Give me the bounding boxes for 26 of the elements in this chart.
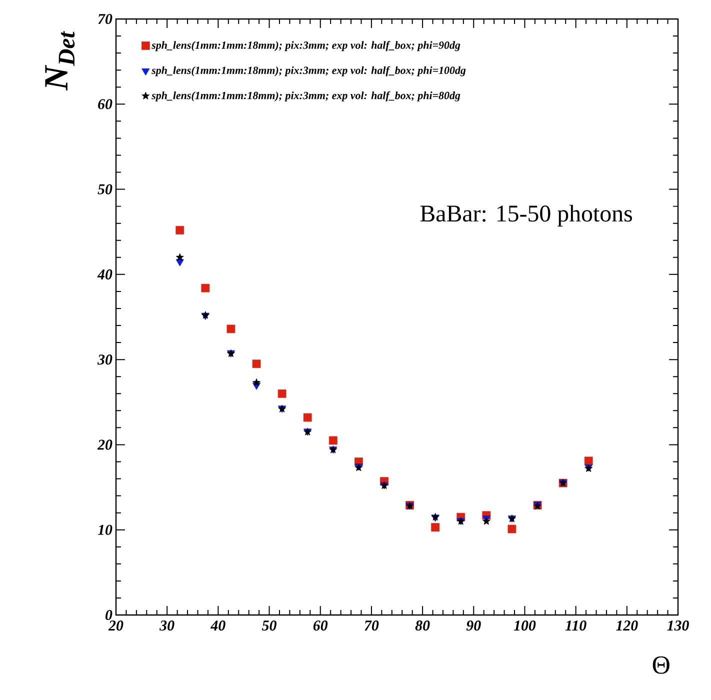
y-tick-label: 70 xyxy=(98,14,112,24)
x-tick-label: 30 xyxy=(160,620,174,631)
y-tick-label: 0 xyxy=(106,610,112,620)
x-tick-label: 110 xyxy=(565,620,586,631)
x-tick-label: 20 xyxy=(108,620,124,631)
x-tick-label: 60 xyxy=(313,620,328,631)
y-tick-label: 10 xyxy=(98,524,112,535)
legend-label: sph_lens(1mm:1mm:18mm); pix:3mm; exp vol: half_box; phi=100dg xyxy=(152,66,466,76)
x-tick-label: 80 xyxy=(415,620,430,631)
y-tick-label: 60 xyxy=(98,99,112,110)
y-tick-label: 40 xyxy=(97,269,112,280)
annotation: BaBar: 15-50 photons xyxy=(420,204,632,227)
x-tick-label: 100 xyxy=(514,620,536,631)
legend-label: sph_lens(1mm:1mm:18mm); pix:3mm; exp vol: half_box; phi=80dg xyxy=(152,91,460,102)
x-axis-title: Θ xyxy=(652,656,670,674)
x-tick-label: 120 xyxy=(616,620,638,631)
y-tick-label: 30 xyxy=(97,354,112,365)
x-tick-label: 70 xyxy=(364,620,379,631)
y-axis-title: N$_{Det}$ xyxy=(45,31,75,91)
x-tick-label: 90 xyxy=(466,620,481,631)
x-tick-label: 130 xyxy=(667,620,689,631)
x-tick-label: 40 xyxy=(210,620,226,631)
y-tick-label: 50 xyxy=(98,184,112,194)
x-tick-label: 50 xyxy=(262,620,276,631)
y-tick-label: 20 xyxy=(97,440,112,450)
legend-label: sph_lens(1mm:1mm:18mm); pix:3mm; exp vol: half_box; phi=90dg xyxy=(152,41,460,52)
